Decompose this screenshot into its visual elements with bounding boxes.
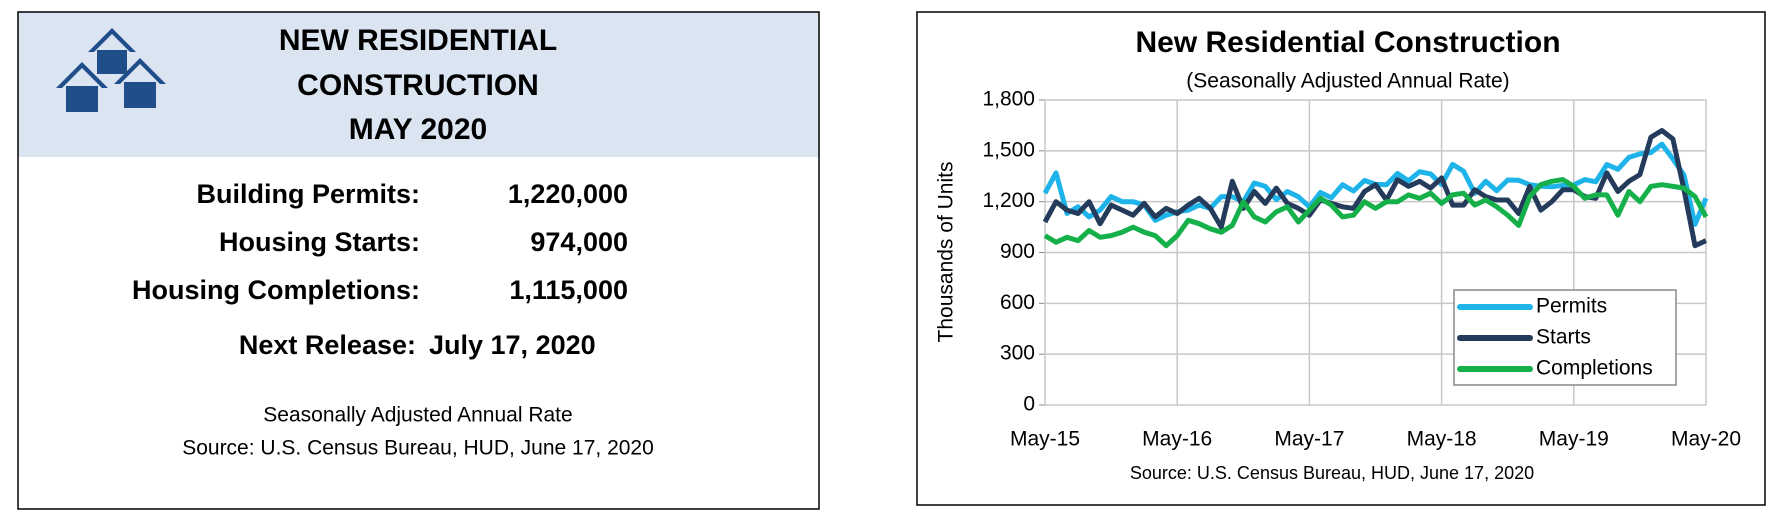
y-tick-label: 1,200 [982,189,1035,212]
house-icon [56,28,166,112]
y-tick-label: 300 [1000,342,1035,365]
y-tick-label: 1,500 [982,138,1035,161]
x-tick-label: May-16 [1142,428,1212,451]
panel-note: Source: U.S. Census Bureau, HUD, June 17… [182,437,654,460]
chart-subtitle: (Seasonally Adjusted Annual Rate) [1186,70,1509,93]
x-tick-label: May-20 [1671,428,1741,451]
y-axis-title: Thousands of Units [935,162,958,343]
legend-label: Completions [1536,357,1653,380]
series-line [1043,177,1709,249]
row-value: 974,000 [530,227,628,257]
row-label: Housing Completions: [132,275,420,305]
y-tick-label: 1,800 [982,88,1035,111]
y-tick-label: 900 [1000,240,1035,263]
x-tick-label: May-19 [1539,428,1609,451]
chart-source: Source: U.S. Census Bureau, HUD, June 17… [1130,463,1534,483]
panel-title: CONSTRUCTION [297,69,539,102]
x-tick-label: May-15 [1010,428,1080,451]
panel-title: MAY 2020 [349,113,487,146]
panel-note: Seasonally Adjusted Annual Rate [263,404,572,427]
row-value: 1,115,000 [509,275,628,305]
chart-title: New Residential Construction [1135,26,1560,59]
x-tick-label: May-18 [1407,428,1477,451]
x-tick-label: May-17 [1274,428,1344,451]
panel-border [17,11,820,510]
chart-border [916,11,1766,506]
legend-label: Permits [1536,295,1607,318]
row-label: Building Permits: [196,179,420,209]
y-tick-label: 0 [1023,393,1035,416]
row-label: Housing Starts: [219,227,420,257]
y-tick-label: 600 [1000,291,1035,314]
series-line [1042,128,1708,249]
panel-title: NEW RESIDENTIAL [279,24,557,57]
next-release-date: July 17, 2020 [429,330,596,360]
legend-label: Starts [1536,326,1591,349]
row-value: 1,220,000 [508,179,628,209]
summary-panel: NEW RESIDENTIAL CONSTRUCTION MAY 2020 Bu… [17,11,820,510]
chart: New Residential Construction (Seasonally… [916,11,1766,506]
next-release-label: Next Release: [239,330,416,360]
